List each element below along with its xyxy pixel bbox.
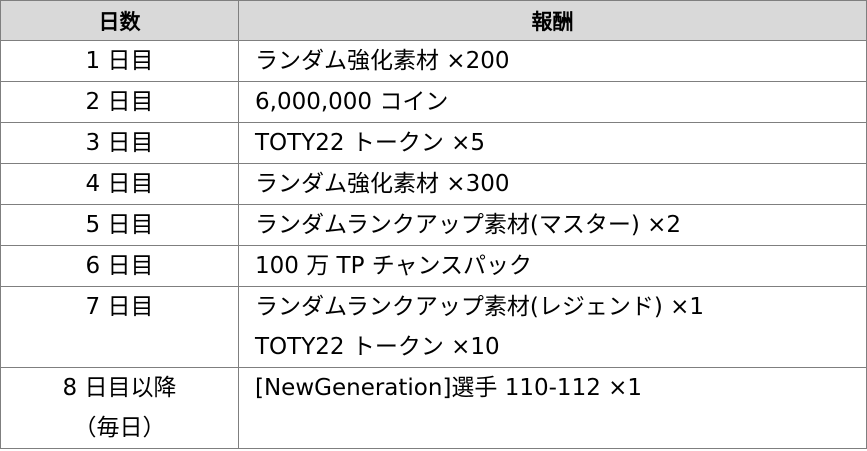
day-label: 8 日目以降 bbox=[62, 375, 177, 401]
day-cell: 5 日目 bbox=[0, 204, 239, 246]
day-label: 2 日目 bbox=[85, 89, 154, 115]
header-day: 日数 bbox=[0, 0, 239, 41]
reward-cell: TOTY22 トークン ×5 bbox=[238, 122, 867, 164]
reward-cell: ランダム強化素材 ×300 bbox=[238, 163, 867, 205]
day-note: （毎日） bbox=[73, 415, 166, 441]
table-row: 4 日目 ランダム強化素材 ×300 bbox=[0, 163, 867, 205]
reward-label: ランダム強化素材 ×200 bbox=[255, 48, 510, 74]
day-label: 4 日目 bbox=[85, 171, 154, 197]
reward-cell: ランダム強化素材 ×200 bbox=[238, 40, 867, 82]
reward-cell: 6,000,000 コイン bbox=[238, 81, 867, 123]
reward-label: 100 万 TP チャンスパック bbox=[255, 253, 533, 279]
day-cell: 4 日目 bbox=[0, 163, 239, 205]
day-cell: 6 日目 bbox=[0, 245, 239, 287]
reward-label: ランダムランクアップ素材(レジェンド) ×1 bbox=[255, 294, 705, 320]
reward-label: TOTY22 トークン ×5 bbox=[255, 130, 486, 156]
day-cell: 1 日目 bbox=[0, 40, 239, 82]
day-cell: 2 日目 bbox=[0, 81, 239, 123]
reward-label: 6,000,000 コイン bbox=[255, 89, 449, 115]
reward-label: ランダム強化素材 ×300 bbox=[255, 171, 510, 197]
reward-cell: ランダムランクアップ素材(マスター) ×2 bbox=[238, 204, 867, 246]
reward-label: TOTY22 トークン ×10 bbox=[255, 334, 500, 360]
reward-cell: 100 万 TP チャンスパック bbox=[238, 245, 867, 287]
table-row: 6 日目 100 万 TP チャンスパック bbox=[0, 245, 867, 287]
reward-cell: ランダムランクアップ素材(レジェンド) ×1 TOTY22 トークン ×10 bbox=[238, 286, 867, 368]
table-row: 3 日目 TOTY22 トークン ×5 bbox=[0, 122, 867, 164]
day-cell: 8 日目以降 （毎日） bbox=[0, 367, 239, 449]
day-label: 5 日目 bbox=[85, 212, 154, 238]
table-row: 7 日目 ランダムランクアップ素材(レジェンド) ×1 TOTY22 トークン … bbox=[0, 286, 867, 368]
header-row: 日数 報酬 bbox=[0, 0, 867, 41]
table-row: 8 日目以降 （毎日） [NewGeneration]選手 110-112 ×1 bbox=[0, 367, 867, 449]
table-row: 1 日目 ランダム強化素材 ×200 bbox=[0, 40, 867, 82]
table-row: 2 日目 6,000,000 コイン bbox=[0, 81, 867, 123]
reward-label: [NewGeneration]選手 110-112 ×1 bbox=[255, 375, 643, 401]
header-reward: 報酬 bbox=[238, 0, 867, 41]
day-label: 1 日目 bbox=[85, 48, 154, 74]
reward-cell: [NewGeneration]選手 110-112 ×1 bbox=[238, 367, 867, 449]
day-label: 7 日目 bbox=[85, 294, 154, 320]
day-cell: 3 日目 bbox=[0, 122, 239, 164]
day-cell: 7 日目 bbox=[0, 286, 239, 368]
day-label: 6 日目 bbox=[85, 253, 154, 279]
reward-label: ランダムランクアップ素材(マスター) ×2 bbox=[255, 212, 682, 238]
day-label: 3 日目 bbox=[85, 130, 154, 156]
table-row: 5 日目 ランダムランクアップ素材(マスター) ×2 bbox=[0, 204, 867, 246]
